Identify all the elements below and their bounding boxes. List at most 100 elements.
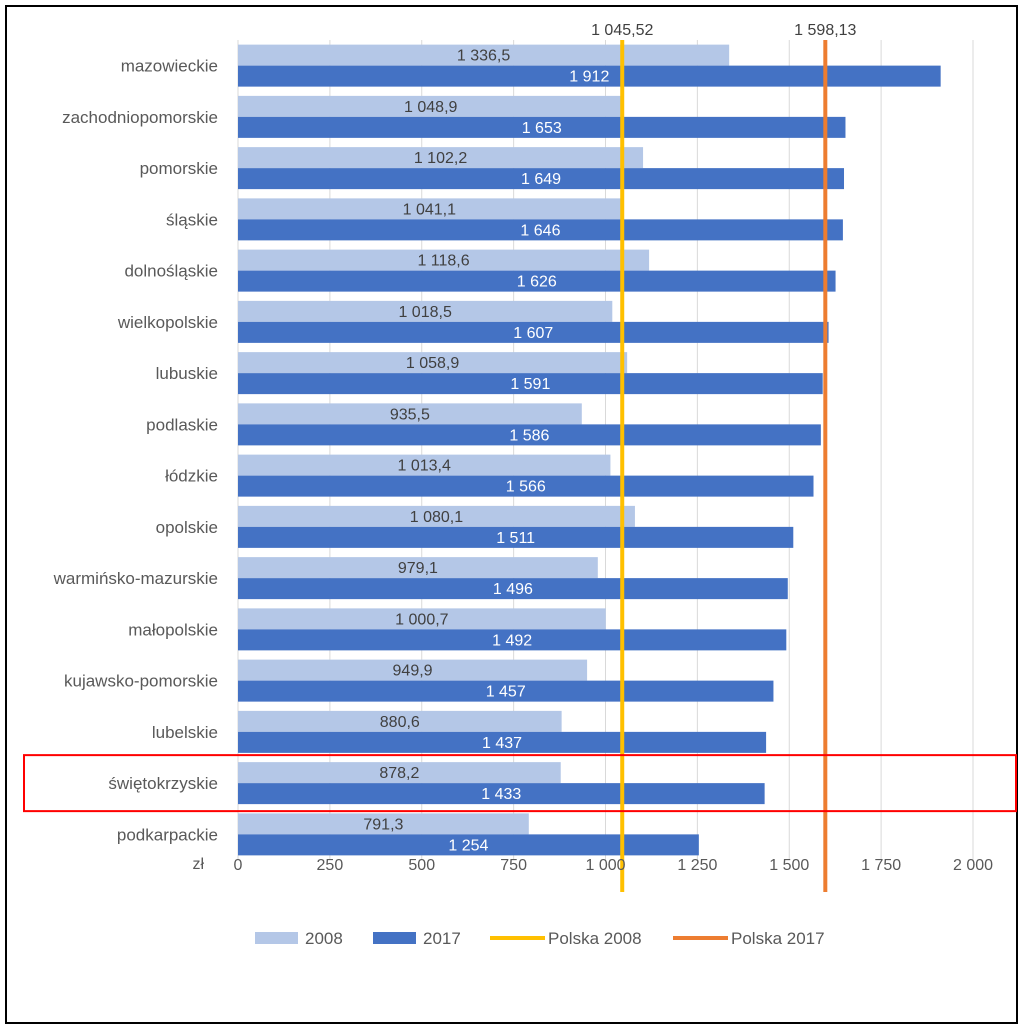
data-label-2017: 1 437 — [482, 735, 522, 752]
data-label-2008: 1 080,1 — [410, 509, 463, 526]
bar-2017 — [238, 680, 774, 702]
legend-label: 2008 — [305, 929, 343, 948]
category-label: opolskie — [156, 518, 218, 537]
category-label: mazowieckie — [121, 57, 218, 76]
data-label-2017: 1 566 — [506, 479, 546, 496]
bar-2017 — [238, 373, 823, 395]
bar-2017 — [238, 219, 843, 241]
data-label-2017: 1 254 — [448, 837, 488, 854]
category-label: podkarpackie — [117, 825, 218, 844]
category-label: kujawsko-pomorskie — [64, 672, 218, 691]
bar-2008 — [238, 147, 644, 169]
bar-2017 — [238, 783, 765, 805]
x-tick-label: 750 — [500, 857, 527, 874]
data-label-2017: 1 496 — [493, 581, 533, 598]
bar-2008 — [238, 300, 613, 322]
category-label: wielkopolskie — [117, 313, 218, 332]
x-tick-label: 250 — [317, 857, 344, 874]
category-label: zachodniopomorskie — [62, 108, 218, 127]
category-label: małopolskie — [128, 620, 218, 639]
data-label-2008: 880,6 — [380, 714, 420, 731]
x-axis-ticks: zł 0 250 500 750 1 000 1 250 1 500 1 750 2 000 — [192, 856, 993, 874]
bar-2008 — [238, 710, 562, 732]
bar-2008 — [238, 505, 635, 527]
bar-2017 — [238, 424, 821, 446]
data-label-2008: 791,3 — [363, 816, 403, 833]
data-label-2017: 1 646 — [520, 222, 560, 239]
category-label: podlaskie — [146, 415, 218, 434]
bar-2017 — [238, 270, 836, 292]
legend-label: 2017 — [423, 929, 461, 948]
x-tick-label: 500 — [408, 857, 435, 874]
bar-2008 — [238, 813, 529, 835]
category-label: dolnośląskie — [124, 262, 218, 281]
bar-2017 — [238, 321, 829, 343]
data-label-2008: 1 000,7 — [395, 611, 448, 628]
category-labels: mazowieckie zachodniopomorskie pomorskie śl… — [53, 57, 218, 845]
bar-2017 — [238, 578, 788, 600]
legend: 2008 2017 Polska 2008 Polska 2017 — [255, 929, 825, 948]
data-label-2017: 1 586 — [509, 427, 549, 444]
category-label: lubelskie — [152, 723, 218, 742]
bar-2008 — [238, 44, 730, 66]
bar-2008 — [238, 403, 582, 425]
data-label-2008: 1 118,6 — [417, 253, 469, 270]
data-label-2008: 979,1 — [398, 560, 438, 577]
data-label-2017: 1 492 — [492, 632, 532, 649]
reference-line-label: 1 045,52 — [591, 22, 653, 39]
data-label-2017: 1 607 — [513, 325, 553, 342]
bar-2017 — [238, 168, 845, 190]
data-label-2008: 1 041,1 — [403, 201, 456, 218]
bar-2017 — [238, 834, 699, 856]
legend-label: Polska 2017 — [731, 929, 825, 948]
bar-2008 — [238, 557, 598, 579]
bar-2008 — [238, 249, 650, 271]
category-label: pomorskie — [140, 159, 218, 178]
bar-2017 — [238, 526, 794, 548]
x-unit-label: zł — [192, 856, 204, 873]
data-label-2008: 1 102,2 — [414, 150, 467, 167]
category-label: śląskie — [166, 210, 218, 229]
legend-label: Polska 2008 — [548, 929, 642, 948]
x-tick-label: 1 750 — [861, 857, 901, 874]
data-label-2017: 1 912 — [569, 69, 609, 86]
data-label-2008: 1 048,9 — [404, 99, 457, 116]
bar-2008 — [238, 608, 606, 630]
data-label-2008: 935,5 — [390, 406, 430, 423]
bar-2017 — [238, 629, 787, 651]
x-tick-label: 0 — [234, 857, 243, 874]
bar-2008 — [238, 352, 628, 374]
bars: 1 336,5 1 912 1 048,9 1 653 1 102,2 1 649 1 04… — [238, 44, 941, 856]
bar-2017 — [238, 116, 846, 138]
bar-2008 — [238, 659, 588, 681]
reference-lines: 1 045,52 1 598,13 — [591, 22, 857, 892]
data-label-2008: 1 058,9 — [406, 355, 459, 372]
x-tick-label: 1 250 — [677, 857, 717, 874]
data-label-2008: 1 336,5 — [457, 48, 510, 65]
data-label-2017: 1 457 — [486, 684, 526, 701]
category-label: świętokrzyskie — [108, 774, 218, 793]
data-label-2008: 949,9 — [393, 663, 433, 680]
data-label-2008: 878,2 — [379, 765, 419, 782]
bar-2008 — [238, 95, 624, 117]
category-label: łódzkie — [165, 467, 218, 486]
data-label-2008: 1 018,5 — [398, 304, 451, 321]
category-label: lubuskie — [156, 364, 218, 383]
bar-2017 — [238, 731, 767, 753]
reference-line-label: 1 598,13 — [794, 22, 856, 39]
data-label-2017: 1 653 — [522, 120, 562, 137]
x-tick-label: 1 500 — [769, 857, 809, 874]
x-tick-label: 1 000 — [585, 857, 625, 874]
bar-2008 — [238, 198, 621, 220]
data-label-2017: 1 511 — [496, 530, 535, 547]
data-label-2017: 1 591 — [510, 376, 550, 393]
highlight-box — [23, 754, 1017, 813]
x-tick-label: 2 000 — [953, 857, 993, 874]
legend-swatch — [255, 932, 298, 944]
bar-2008 — [238, 762, 561, 784]
bar-2017 — [238, 65, 941, 87]
legend-swatch — [373, 932, 416, 944]
data-label-2017: 1 649 — [521, 171, 561, 188]
data-label-2017: 1 433 — [481, 786, 521, 803]
